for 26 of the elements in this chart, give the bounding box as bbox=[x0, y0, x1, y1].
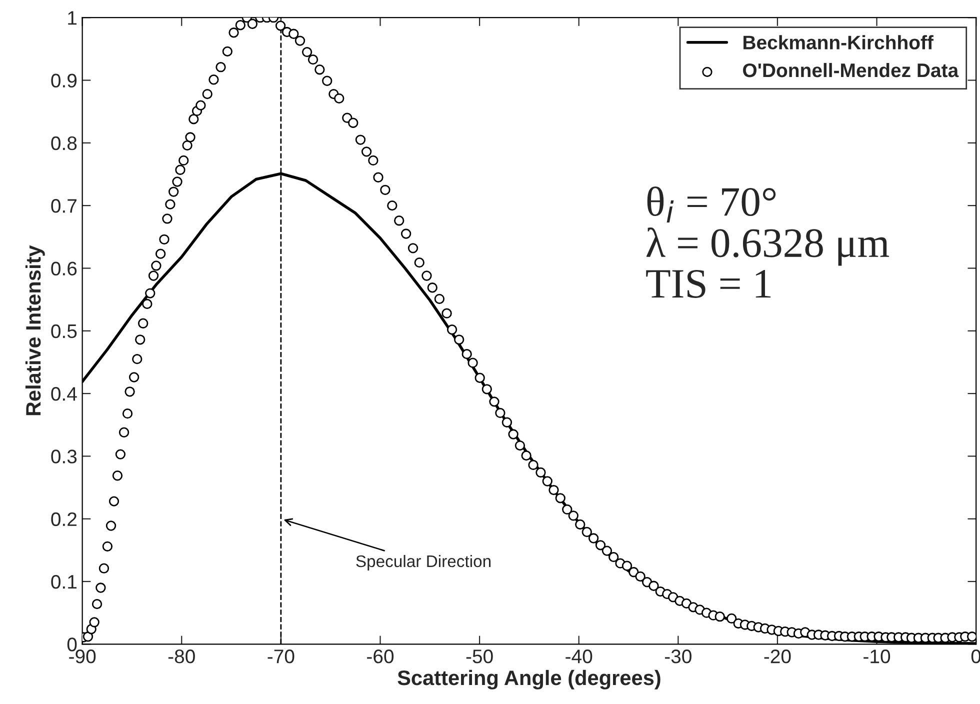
x-tick-label: -60 bbox=[367, 650, 394, 664]
y-tick-label: 0.4 bbox=[51, 387, 77, 401]
x-tick-label: -90 bbox=[69, 650, 96, 664]
y-tick-label: 1 bbox=[68, 11, 77, 25]
y-tick-label: 0.3 bbox=[51, 450, 77, 464]
annotation: Specular Direction bbox=[356, 554, 491, 570]
y-tick-label: 0.6 bbox=[51, 262, 77, 276]
x-tick-label: -50 bbox=[466, 650, 493, 664]
legend-label: Beckmann-Kirchhoff bbox=[744, 35, 934, 50]
legend-label: O'Donnell-Mendez Data bbox=[743, 62, 959, 78]
y-axis-title: Relative Intensity bbox=[25, 245, 45, 416]
y-tick-label: 0.1 bbox=[51, 574, 77, 589]
x-tick-label: -30 bbox=[664, 650, 692, 664]
x-tick-label: -70 bbox=[268, 650, 294, 664]
annotation: θ$_{i}$ = 70° λ = 0.6328 μm TIS = 1 bbox=[646, 186, 890, 298]
y-tick-label: 0.9 bbox=[51, 74, 77, 88]
x-tick-label: -10 bbox=[864, 650, 890, 664]
y-tick-label: 0.7 bbox=[51, 199, 76, 213]
x-axis-title: Scattering Angle (degrees) bbox=[398, 670, 660, 690]
y-tick-label: 0.2 bbox=[51, 512, 76, 526]
x-tick-label: -80 bbox=[168, 650, 195, 664]
y-tick-label: 0.8 bbox=[51, 136, 77, 150]
y-tick-label: 0.5 bbox=[51, 324, 77, 338]
x-tick-label: -40 bbox=[566, 650, 592, 664]
x-tick-label: -20 bbox=[764, 650, 791, 664]
y-tick-label: 0 bbox=[67, 638, 77, 652]
